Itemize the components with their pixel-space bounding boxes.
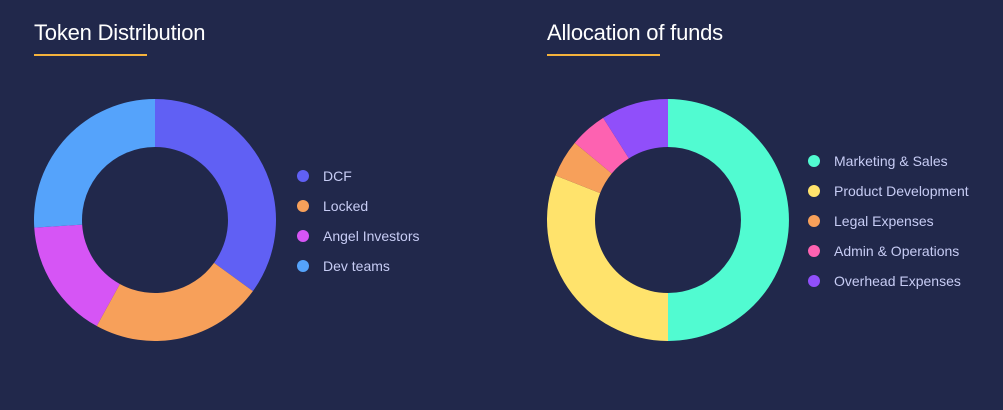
legend-marker (808, 275, 820, 287)
legend-marker (808, 155, 820, 167)
legend-marker (297, 170, 309, 182)
token-distribution-panel: Token Distribution DCF Locked Angel Inve… (0, 0, 500, 410)
title-underline (34, 54, 147, 56)
slice-legal-expenses[interactable] (555, 142, 612, 194)
legend-item-angel-investors[interactable]: Angel Investors (297, 221, 420, 251)
legend-item-dev-teams[interactable]: Dev teams (297, 251, 420, 281)
chart-legend: DCF Locked Angel Investors Dev teams (297, 161, 420, 281)
slice-overhead-expenses[interactable] (603, 99, 668, 159)
legend-marker (808, 245, 820, 257)
legend-marker (808, 185, 820, 197)
legend-item-legal-expenses[interactable]: Legal Expenses (808, 206, 969, 236)
slice-product-development[interactable] (547, 175, 668, 341)
title-underline (547, 54, 660, 56)
legend-label: Overhead Expenses (834, 273, 961, 289)
chart-title: Token Distribution (34, 20, 206, 45)
legend-item-admin-operations[interactable]: Admin & Operations (808, 236, 969, 266)
legend-marker (297, 230, 309, 242)
legend-marker (808, 215, 820, 227)
legend-label: Locked (323, 198, 369, 214)
allocation-of-funds-panel: Allocation of funds Marketing & Sales Pr… (513, 0, 1003, 410)
chart-legend: Marketing & Sales Product Development Le… (808, 146, 969, 296)
legend-label: Marketing & Sales (834, 153, 948, 169)
slice-locked[interactable] (96, 262, 253, 341)
donut-chart (34, 99, 276, 341)
slice-marketing-sales[interactable] (668, 99, 789, 341)
legend-item-marketing-sales[interactable]: Marketing & Sales (808, 146, 969, 176)
legend-label: Admin & Operations (834, 243, 960, 259)
slice-angel-investors[interactable] (34, 224, 120, 327)
legend-label: DCF (323, 168, 352, 184)
legend-label: Product Development (834, 183, 969, 199)
chart-title: Allocation of funds (547, 20, 723, 45)
donut-chart (547, 99, 789, 341)
legend-item-locked[interactable]: Locked (297, 191, 420, 221)
legend-label: Legal Expenses (834, 213, 934, 229)
legend-marker (297, 260, 309, 272)
slice-dcf[interactable] (155, 99, 276, 292)
legend-label: Angel Investors (323, 228, 420, 244)
legend-marker (297, 200, 309, 212)
legend-item-product-development[interactable]: Product Development (808, 176, 969, 206)
slice-dev-teams[interactable] (34, 99, 155, 228)
legend-item-overhead-expenses[interactable]: Overhead Expenses (808, 266, 969, 296)
slice-admin-operations[interactable] (574, 117, 629, 174)
legend-item-dcf[interactable]: DCF (297, 161, 420, 191)
legend-label: Dev teams (323, 258, 390, 274)
